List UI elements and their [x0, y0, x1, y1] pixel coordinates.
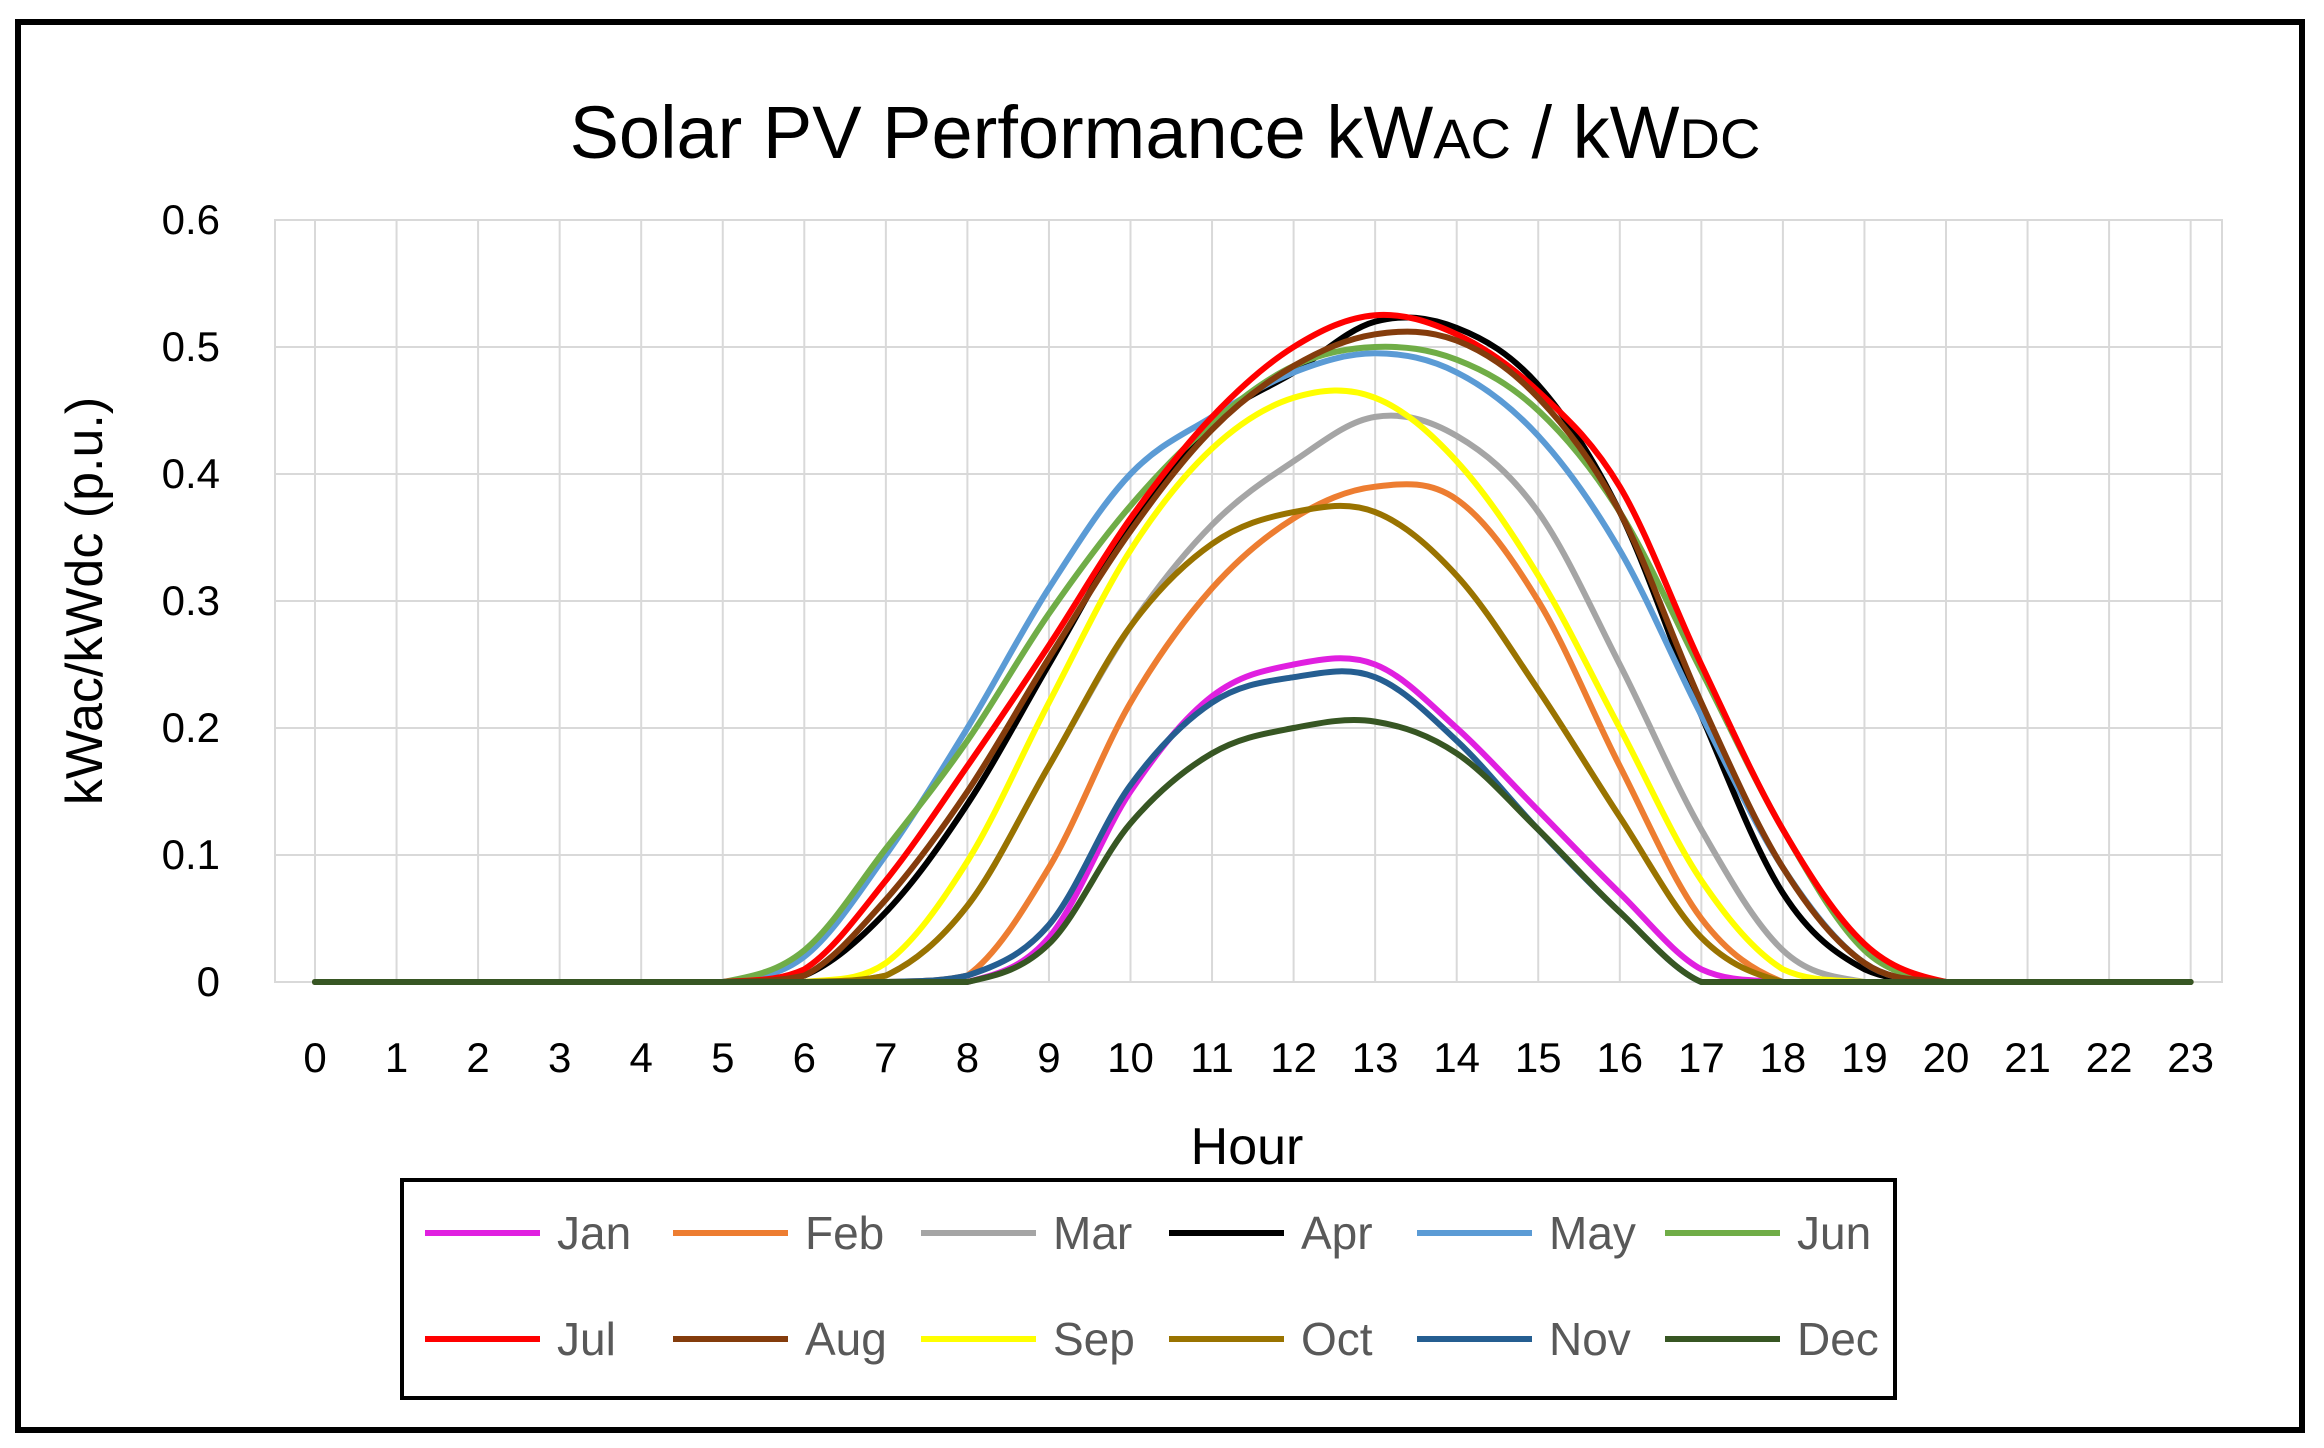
legend-label: Oct [1301, 1313, 1373, 1365]
x-tick-label: 9 [1037, 1034, 1060, 1081]
legend-label: Feb [805, 1207, 884, 1259]
chart-title-sub-ac: AC [1433, 107, 1511, 170]
legend-item-oct: Oct [1169, 1313, 1373, 1365]
x-tick-label: 20 [1923, 1034, 1970, 1081]
legend-item-jul: Jul [425, 1313, 616, 1365]
legend-item-dec: Dec [1665, 1313, 1879, 1365]
x-axis-label: Hour [1191, 1118, 1304, 1176]
x-tick-label: 17 [1678, 1034, 1725, 1081]
legend-label: May [1549, 1207, 1636, 1259]
legend-box [400, 1178, 1897, 1400]
x-tick-label: 16 [1596, 1034, 1643, 1081]
x-tick-label: 2 [466, 1034, 489, 1081]
x-tick-label: 7 [874, 1034, 897, 1081]
y-tick-label: 0.1 [162, 831, 220, 878]
x-tick-label: 11 [1190, 1034, 1234, 1081]
x-tick-labels: 0 1 2 3 4 5 6 7 8 9 10 11 12 13 14 15 16 17 18 19 20 21 22 23 [303, 1034, 2214, 1081]
y-tick-label: 0.2 [162, 704, 220, 751]
legend-item-may: May [1417, 1207, 1636, 1259]
y-tick-label: 0.4 [162, 450, 220, 497]
y-tick-label: 0.3 [162, 577, 220, 624]
legend-label: Jul [557, 1313, 616, 1365]
legend-label: Nov [1549, 1313, 1631, 1365]
y-tick-label: 0 [197, 958, 220, 1005]
legend-item-aug: Aug [673, 1313, 887, 1365]
y-tick-label: 0.6 [162, 196, 220, 243]
x-tick-label: 19 [1841, 1034, 1888, 1081]
x-tick-label: 12 [1270, 1034, 1317, 1081]
series-group [312, 311, 2194, 986]
x-tick-label: 8 [956, 1034, 979, 1081]
x-tick-label: 23 [2167, 1034, 2214, 1081]
x-tick-label: 21 [2004, 1034, 2051, 1081]
legend-label: Jan [557, 1207, 631, 1259]
legend: Jan Feb Mar Apr May Jun Jul Aug Sep Oct Nov Dec [425, 1207, 1879, 1365]
legend-item-jun: Jun [1665, 1207, 1871, 1259]
legend-label: Mar [1053, 1207, 1132, 1259]
legend-label: Aug [805, 1313, 887, 1365]
legend-item-feb: Feb [673, 1207, 884, 1259]
legend-label: Jun [1797, 1207, 1871, 1259]
x-tick-label: 3 [548, 1034, 571, 1081]
chart-title-sub-dc: DC [1680, 107, 1761, 170]
plot-area [274, 219, 2223, 983]
x-tick-label: 13 [1352, 1034, 1399, 1081]
chart-title-main: Solar PV Performance kW [570, 91, 1434, 174]
x-tick-label: 4 [630, 1034, 653, 1081]
x-tick-label: 1 [385, 1034, 408, 1081]
legend-label: Sep [1053, 1313, 1135, 1365]
legend-item-sep: Sep [921, 1313, 1135, 1365]
y-tick-labels: 0 0.1 0.2 0.3 0.4 0.5 0.6 [162, 196, 220, 1005]
x-tick-label: 15 [1515, 1034, 1562, 1081]
chart-title: Solar PV Performance kWAC / kWDC [570, 91, 1761, 174]
chart-title-separator: / kW [1511, 91, 1680, 174]
legend-item-nov: Nov [1417, 1313, 1631, 1365]
x-tick-label: 0 [303, 1034, 326, 1081]
legend-label: Dec [1797, 1313, 1879, 1365]
legend-item-jan: Jan [425, 1207, 631, 1259]
y-tick-label: 0.5 [162, 323, 220, 370]
x-tick-label: 5 [711, 1034, 734, 1081]
legend-item-mar: Mar [921, 1207, 1132, 1259]
series-line-dec [312, 717, 2194, 986]
x-tick-label: 6 [793, 1034, 816, 1081]
x-tick-label: 18 [1760, 1034, 1807, 1081]
x-tick-label: 14 [1433, 1034, 1480, 1081]
x-tick-label: 10 [1107, 1034, 1154, 1081]
legend-label: Apr [1301, 1207, 1373, 1259]
x-tick-label: 22 [2086, 1034, 2133, 1081]
legend-item-apr: Apr [1169, 1207, 1373, 1259]
y-axis-label: kWac/kWdc (p.u.) [56, 397, 114, 805]
